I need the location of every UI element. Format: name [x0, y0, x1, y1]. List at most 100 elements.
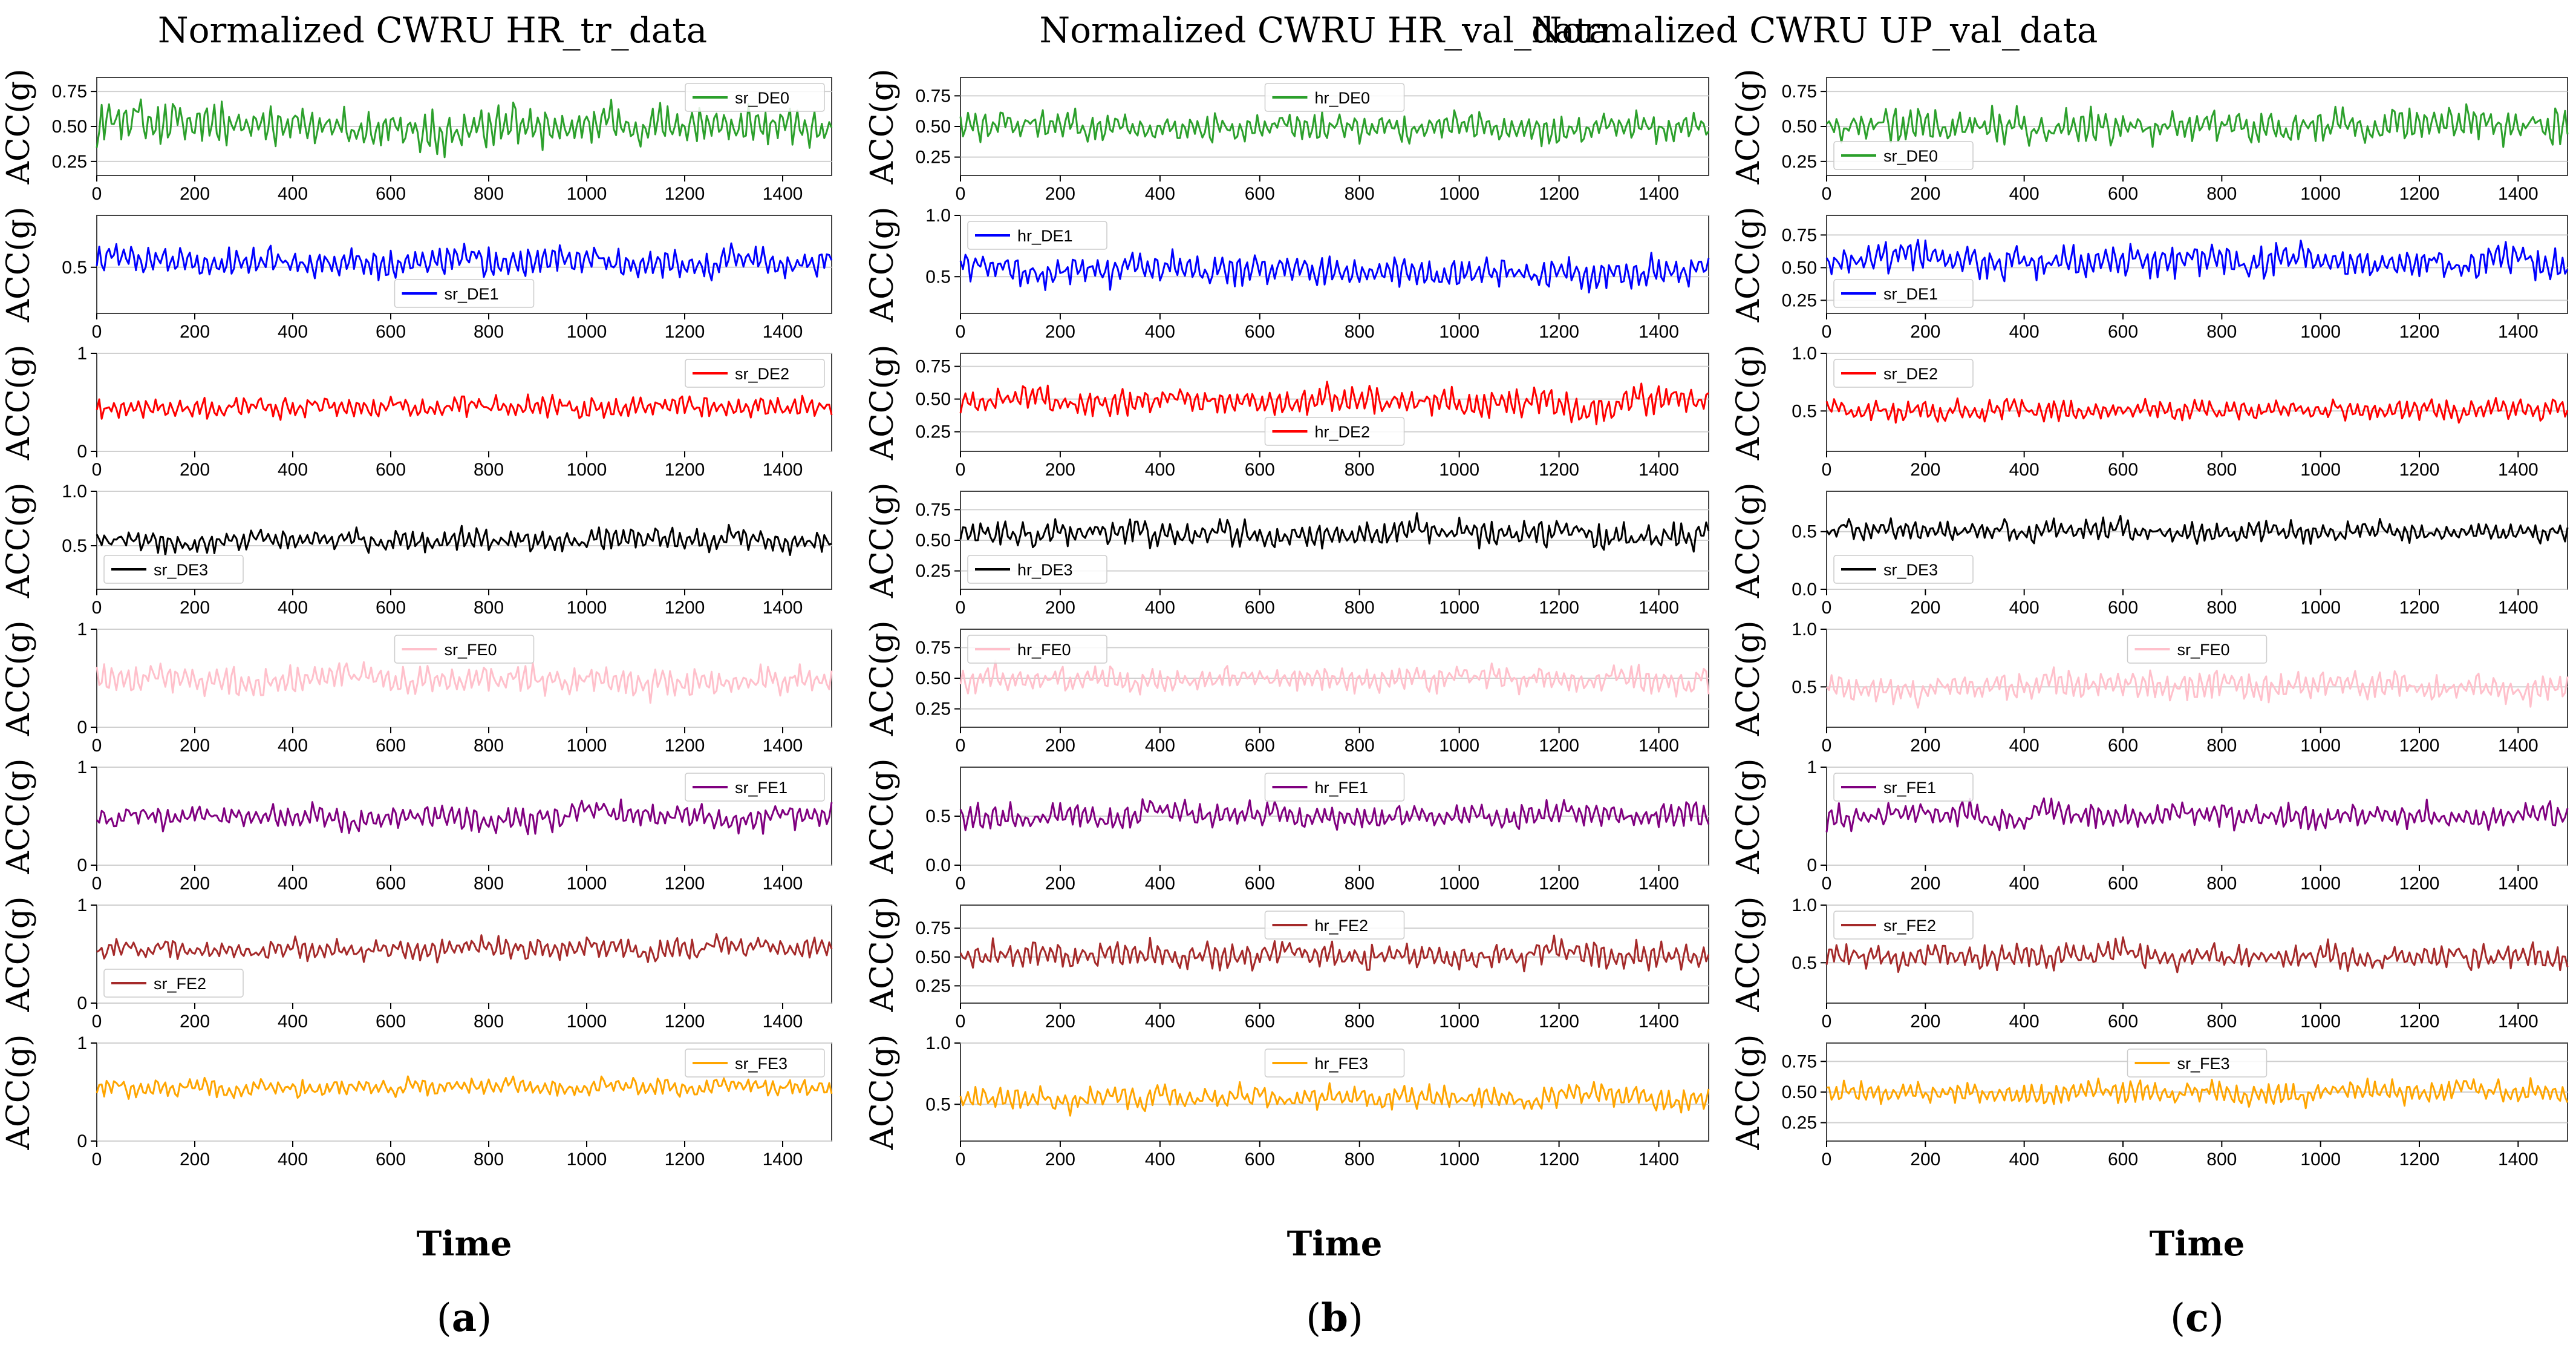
series-line-hr_FE1 — [959, 798, 1710, 831]
x-tick-label: 800 — [2206, 1012, 2237, 1032]
y-axis-label: ACC(g) — [864, 69, 901, 185]
y-axis-label: ACC(g) — [1730, 759, 1767, 875]
x-tick-label: 600 — [2108, 184, 2138, 204]
subplot-a-sr_FE3: 0 1 0 200 400 600 800 1000 1200 1400 sr_FE3 ACC(g) — [1, 1033, 833, 1169]
x-tick-label: 1000 — [1439, 736, 1479, 756]
legend-label: sr_FE3 — [735, 1055, 787, 1073]
x-tick-label: 800 — [474, 598, 504, 618]
x-tick-label: 1200 — [1539, 874, 1579, 894]
subplot-c-sr_FE1: 0 1 0 200 400 600 800 1000 1200 1400 sr_FE1 ACC(g) — [1730, 757, 2569, 894]
legend-box — [2127, 1048, 2268, 1078]
series-line-hr_DE3 — [959, 512, 1710, 553]
y-tick-label: 0.5 — [1792, 401, 1817, 421]
x-tick-label: 0 — [1822, 184, 1832, 204]
series-line-sr_FE0 — [96, 661, 833, 704]
x-tick-label: 200 — [1045, 1150, 1075, 1169]
x-tick-label: 1200 — [1539, 1012, 1579, 1032]
x-tick-label: 600 — [1245, 1150, 1275, 1169]
legend-box — [1264, 1048, 1405, 1078]
x-tick-label: 0 — [956, 736, 966, 756]
y-tick-label: 0.25 — [916, 976, 951, 996]
y-axis-label: ACC(g) — [1, 345, 37, 461]
legend-label: hr_DE2 — [1315, 423, 1371, 441]
y-tick-label: 0.50 — [916, 669, 951, 689]
series-line-sr_FE2 — [1825, 936, 2569, 973]
caption-paren-close: ) — [1348, 1296, 1363, 1341]
x-tick-label: 0 — [956, 460, 966, 480]
y-tick-label: 0.25 — [1782, 290, 1817, 310]
caption-letter: c — [2185, 1295, 2209, 1341]
series-line-hr_FE2 — [959, 934, 1710, 973]
x-tick-label: 1200 — [2399, 736, 2440, 756]
y-tick-label: 0 — [77, 855, 87, 875]
subplot-b-hr_DE1: 0.5 1.0 0 200 400 600 800 1000 1200 1400 hr_DE1 ACC… — [864, 206, 1710, 342]
panel-caption: (c) — [2170, 1295, 2224, 1341]
y-tick-label: 1 — [77, 344, 87, 364]
x-tick-label: 400 — [278, 598, 308, 618]
x-tick-label: 800 — [474, 184, 504, 204]
x-tick-label: 400 — [2009, 1012, 2040, 1032]
x-tick-label: 600 — [376, 184, 406, 204]
legend-label: sr_DE3 — [154, 561, 208, 579]
x-tick-label: 0 — [92, 460, 102, 480]
legend-box — [103, 555, 244, 584]
subplot-b-hr_FE1: 0.0 0.5 0 200 400 600 800 1000 1200 1400 hr_FE1 ACC… — [864, 759, 1710, 894]
x-tick-label: 1400 — [763, 460, 803, 480]
x-tick-label: 200 — [1910, 598, 1940, 618]
x-tick-label: 600 — [376, 460, 406, 480]
legend-box — [967, 555, 1107, 584]
subplot-c-sr_FE2: 0.5 1.0 0 200 400 600 800 1000 1200 1400 sr_FE2 ACC… — [1730, 895, 2569, 1032]
legend-label: hr_DE1 — [1017, 227, 1073, 245]
x-tick-label: 1000 — [2300, 736, 2341, 756]
series-line-hr_DE1 — [959, 248, 1710, 293]
subplot-c-sr_FE0: 0.5 1.0 0 200 400 600 800 1000 1200 1400 sr_FE0 ACC… — [1730, 620, 2569, 756]
legend: sr_FE3 — [685, 1048, 825, 1078]
y-tick-label: 0.50 — [916, 531, 951, 551]
x-tick-label: 600 — [2108, 322, 2138, 342]
x-tick-label: 200 — [180, 460, 210, 480]
y-tick-label: 0.5 — [1792, 522, 1817, 542]
y-tick-label: 0.25 — [1782, 1113, 1817, 1133]
y-axis-label: ACC(g) — [1, 897, 37, 1013]
legend: sr_DE1 — [394, 279, 535, 308]
series-line-hr_DE2 — [959, 381, 1709, 425]
series-line-sr_DE0 — [96, 98, 833, 159]
x-tick-label: 800 — [474, 1012, 504, 1032]
x-tick-label: 400 — [1145, 322, 1175, 342]
legend-box — [1264, 83, 1405, 112]
legend-box — [1833, 359, 1974, 388]
y-tick-label: 0.75 — [916, 86, 951, 106]
y-axis-label: ACC(g) — [1730, 483, 1767, 599]
caption-paren-open: ( — [437, 1296, 452, 1341]
y-tick-label: 0.25 — [916, 148, 951, 168]
y-tick-label: 0.5 — [925, 806, 951, 826]
x-tick-label: 1200 — [2399, 598, 2440, 618]
x-tick-label: 1200 — [665, 1150, 705, 1169]
x-tick-label: 600 — [2108, 1012, 2138, 1032]
y-tick-label: 0.50 — [916, 117, 951, 137]
y-tick-label: 0.75 — [916, 357, 951, 377]
x-tick-label: 1000 — [567, 736, 607, 756]
x-tick-label: 1400 — [763, 184, 803, 204]
x-tick-label: 600 — [2108, 1150, 2138, 1169]
chart-title-b: Normalized CWRU HR_val_data — [1039, 10, 1609, 51]
x-tick-label: 800 — [2206, 460, 2237, 480]
y-axis-label: ACC(g) — [864, 1035, 901, 1151]
legend-box — [1264, 773, 1405, 802]
legend: hr_FE1 — [1264, 773, 1405, 802]
x-tick-label: 1200 — [1539, 1150, 1579, 1169]
legend-box — [1833, 141, 1974, 170]
x-tick-label: 0 — [92, 736, 102, 756]
y-tick-label: 1.0 — [1792, 895, 1817, 915]
x-tick-label: 200 — [1910, 184, 1940, 204]
x-tick-label: 1000 — [567, 322, 607, 342]
x-tick-label: 200 — [1045, 736, 1075, 756]
x-tick-label: 1000 — [1439, 460, 1479, 480]
legend: sr_FE1 — [1833, 773, 1974, 802]
y-tick-label: 0.25 — [916, 422, 951, 442]
series-line-sr_FE3 — [1826, 1077, 2569, 1110]
x-tick-label: 400 — [1145, 1150, 1175, 1169]
legend: sr_FE2 — [103, 969, 244, 998]
legend-label: sr_DE0 — [735, 89, 789, 107]
